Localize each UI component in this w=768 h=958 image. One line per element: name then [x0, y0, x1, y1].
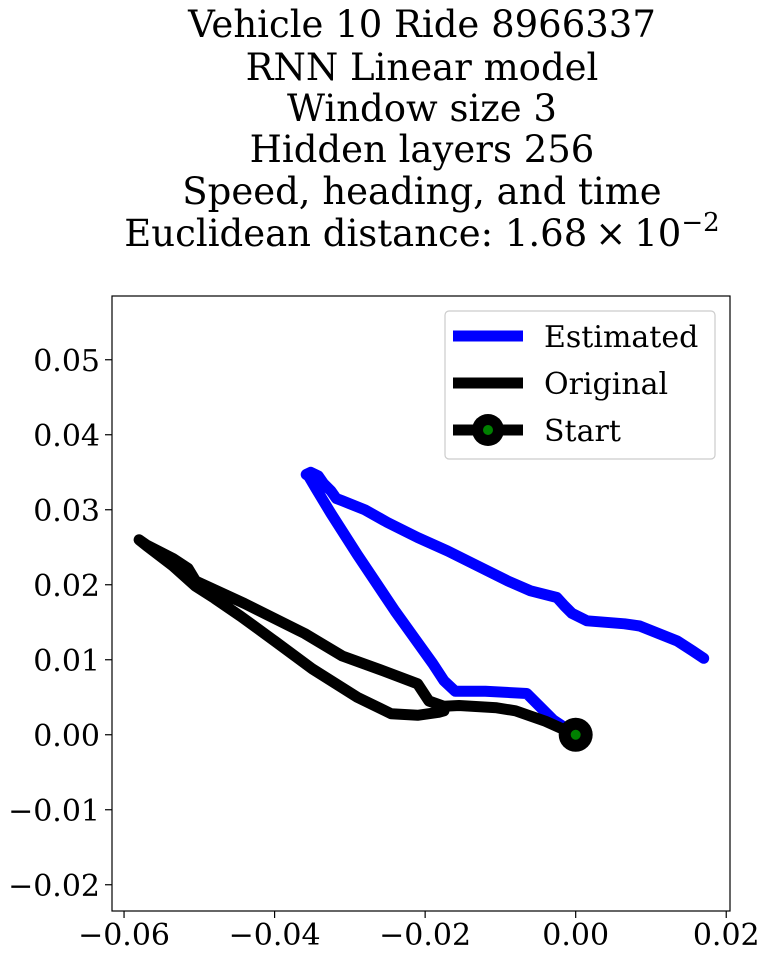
- title-metric: Euclidean distance: 1.68 × 10−2: [124, 208, 719, 255]
- title-metric-exponent: −2: [681, 208, 719, 238]
- x-tick-label: 0.00: [542, 918, 609, 953]
- legend-marker-start-center: [483, 425, 493, 435]
- title-line: RNN Linear model: [246, 46, 599, 89]
- legend-label-start: Start: [544, 414, 621, 449]
- title-line: Vehicle 10 Ride 8966337: [187, 3, 656, 46]
- plot-area: [133, 466, 710, 752]
- title-metric-prefix: Euclidean distance: 1.68: [124, 212, 587, 255]
- title-metric-times: ×: [595, 212, 626, 255]
- plot-data: [133, 466, 710, 752]
- legend: Estimated Original Start: [444, 310, 716, 460]
- title-line: Speed, heading, and time: [182, 170, 661, 213]
- title-metric-base: 10: [634, 212, 681, 255]
- x-tick-label: −0.02: [379, 918, 471, 953]
- y-tick-label: 0.05: [33, 344, 100, 379]
- legend-label-estimated: Estimated: [544, 320, 698, 355]
- x-tick-label: −0.04: [229, 918, 321, 953]
- y-tick-label: 0.00: [33, 719, 100, 754]
- plot-frame: [111, 295, 731, 912]
- y-tick-label: −0.02: [8, 869, 100, 904]
- legend-frame: [444, 310, 716, 460]
- title-line: Window size 3: [287, 87, 557, 130]
- x-tick-label: 0.02: [693, 918, 760, 953]
- legend-label-original: Original: [544, 367, 668, 402]
- series-line-original: [133, 534, 582, 741]
- y-tick-label: 0.03: [33, 494, 100, 529]
- plot-axes: −0.06 −0.04 −0.02 0.00 0.02 −0.02 −0.01 0.00 0.0…: [8, 295, 760, 953]
- start-marker-center: [570, 729, 581, 740]
- y-tick-label: 0.04: [33, 419, 100, 454]
- y-tick-label: 0.01: [33, 644, 100, 679]
- series-line-estimated: [300, 466, 710, 741]
- y-tick-label: −0.01: [8, 794, 100, 829]
- chart-title: Vehicle 10 Ride 8966337 RNN Linear model…: [124, 3, 719, 255]
- x-tick-label: −0.06: [78, 918, 170, 953]
- y-tick-label: 0.02: [33, 569, 100, 604]
- title-line: Hidden layers 256: [250, 128, 595, 171]
